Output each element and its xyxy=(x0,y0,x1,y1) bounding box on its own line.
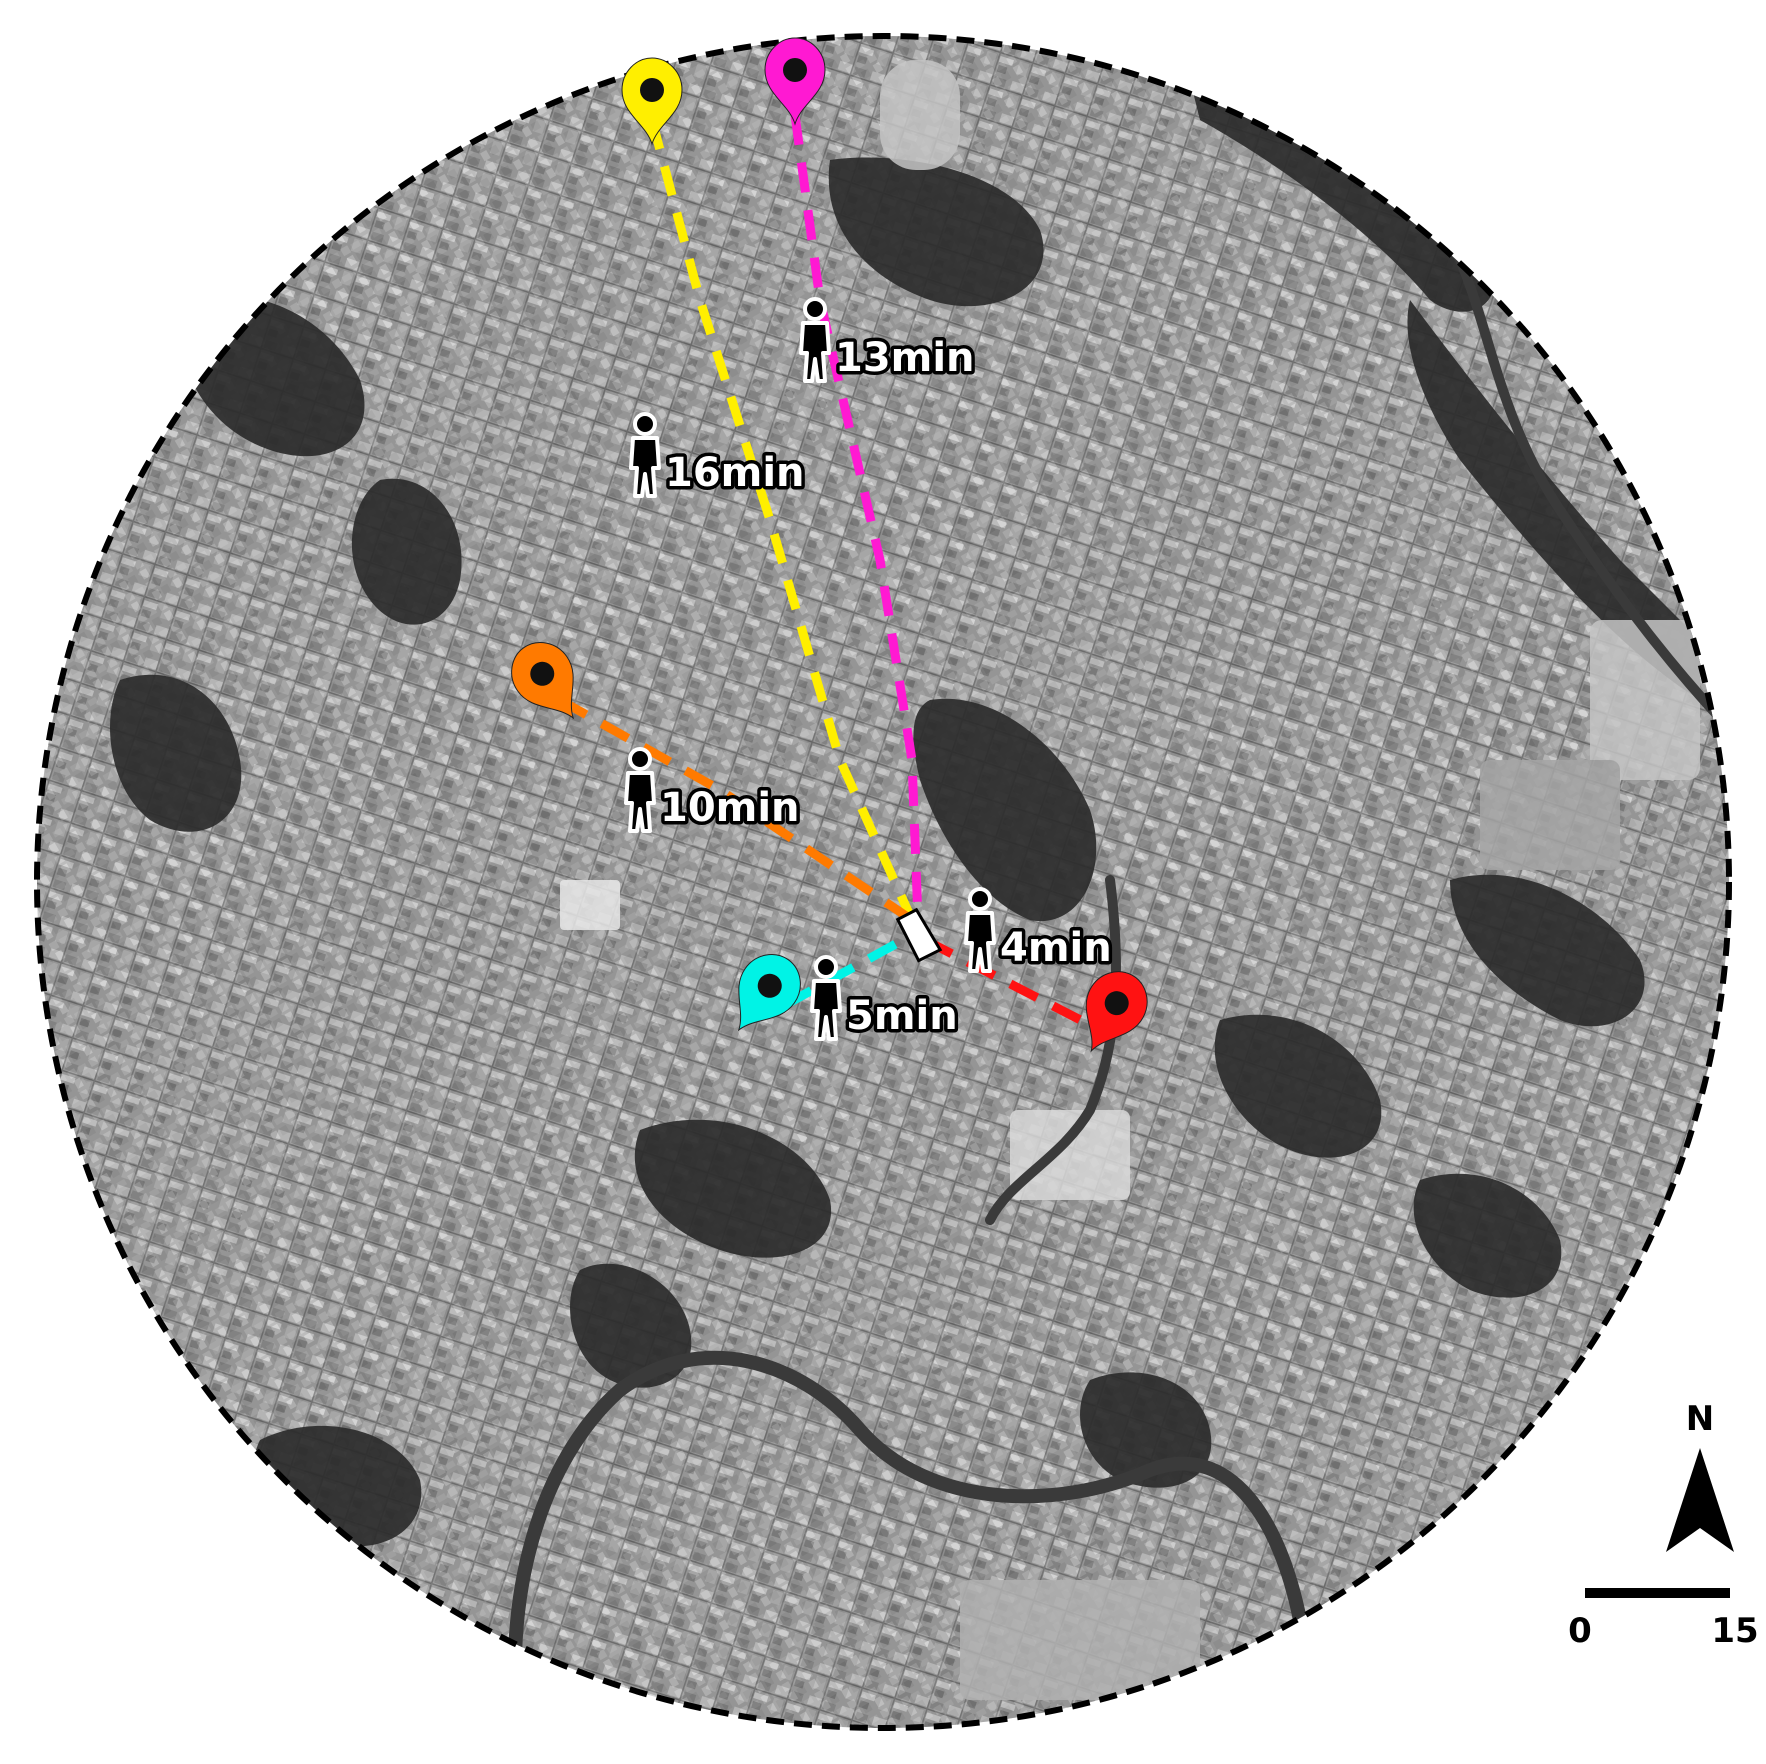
location-pin-icon[interactable] xyxy=(499,630,597,735)
pedestrian-icon xyxy=(964,887,996,973)
location-pin-icon[interactable] xyxy=(714,942,812,1047)
route-line xyxy=(647,118,917,922)
building-marker-icon[interactable] xyxy=(895,907,943,963)
scale-end-label: 15 xyxy=(1711,1611,1758,1651)
scale-bar-line xyxy=(1585,1588,1730,1598)
pedestrian-icon xyxy=(810,955,842,1041)
walk-time-label-10min: 10min xyxy=(624,747,803,835)
walk-time-label-16min: 16min xyxy=(629,412,808,500)
route-line xyxy=(557,696,915,924)
route-line xyxy=(790,114,923,921)
walk-time-text: 4min xyxy=(1000,925,1112,971)
walk-time-label-5min: 5min xyxy=(810,955,961,1043)
pedestrian-icon xyxy=(624,747,656,833)
route-line xyxy=(922,935,1103,1035)
scale-start-label: 0 xyxy=(1568,1611,1592,1651)
location-pin-icon[interactable] xyxy=(1065,961,1158,1065)
route-yellow[interactable] xyxy=(621,57,917,922)
north-label: N xyxy=(1686,1399,1714,1439)
route-magenta[interactable] xyxy=(764,37,923,921)
route-cyan[interactable] xyxy=(714,931,915,1047)
route-red[interactable] xyxy=(922,935,1158,1065)
route-orange[interactable] xyxy=(499,630,915,924)
walk-time-text: 10min xyxy=(660,785,800,831)
location-pin-icon[interactable] xyxy=(621,57,683,146)
north-arrow-icon xyxy=(1666,1448,1734,1552)
location-pin-icon[interactable] xyxy=(764,37,826,126)
route-line xyxy=(782,931,915,1009)
pedestrian-icon xyxy=(629,412,661,498)
walk-time-text: 13min xyxy=(835,335,975,381)
pedestrian-icon xyxy=(799,297,831,383)
walk-time-text: 16min xyxy=(665,450,805,496)
north-arrow: N xyxy=(1666,1399,1734,1552)
walk-time-label-13min: 13min xyxy=(799,297,978,385)
analysis-radius-boundary xyxy=(34,33,1732,1731)
walk-time-label-4min: 4min xyxy=(964,887,1115,975)
walk-time-text: 5min xyxy=(846,993,958,1039)
scale-bar: 0 15 xyxy=(1568,1588,1759,1651)
